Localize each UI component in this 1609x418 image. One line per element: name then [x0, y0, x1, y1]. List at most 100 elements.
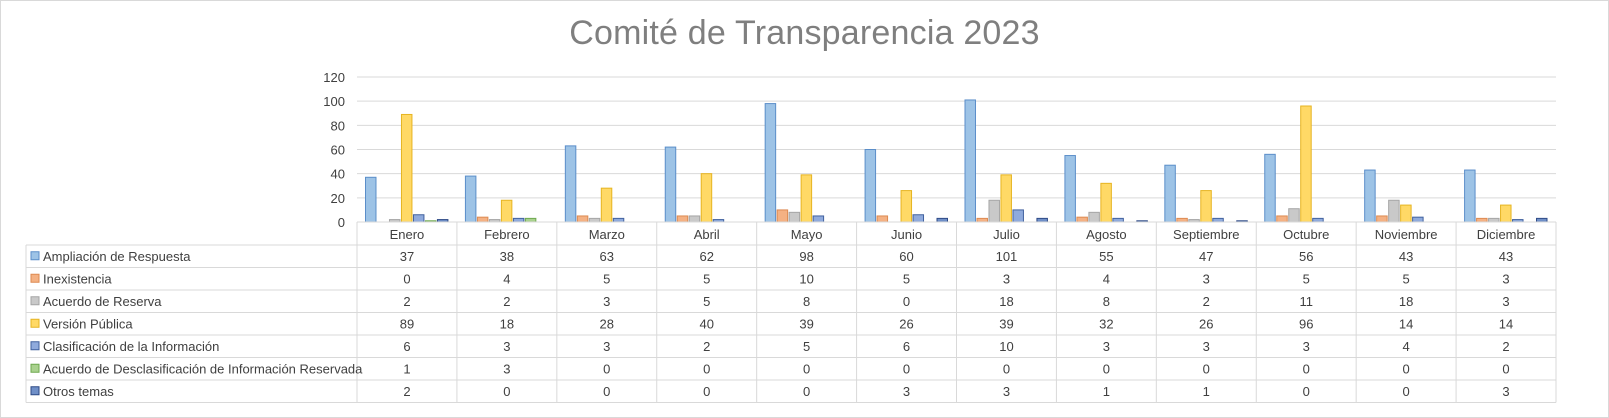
data-value: 3 — [603, 339, 610, 354]
data-value: 3 — [603, 294, 610, 309]
data-value: 3 — [1502, 294, 1509, 309]
bar — [1288, 208, 1300, 223]
data-value: 0 — [703, 384, 710, 399]
y-tick-label: 60 — [331, 143, 345, 158]
data-value: 47 — [1199, 249, 1213, 264]
bar — [1300, 105, 1312, 223]
category-label: Mayo — [791, 227, 823, 242]
data-value: 4 — [1103, 271, 1110, 286]
bar — [976, 217, 988, 223]
legend-key — [30, 341, 40, 351]
bar — [988, 199, 1000, 223]
data-value: 18 — [500, 316, 514, 331]
category-label: Febrero — [484, 227, 530, 242]
data-value: 3 — [903, 384, 910, 399]
data-value: 1 — [403, 361, 410, 376]
category-label: Abril — [694, 227, 720, 242]
bar — [1064, 155, 1076, 223]
series-name: Ampliación de Respuesta — [43, 249, 191, 264]
bar — [1100, 182, 1112, 223]
bar — [964, 99, 976, 223]
legend-key — [30, 386, 40, 396]
data-value: 55 — [1099, 249, 1113, 264]
series-name: Inexistencia — [43, 271, 112, 286]
data-value: 0 — [1303, 361, 1310, 376]
data-value: 3 — [1502, 271, 1509, 286]
data-value: 43 — [1399, 249, 1413, 264]
data-value: 4 — [1403, 339, 1410, 354]
bar — [576, 215, 589, 223]
data-value: 1 — [1203, 384, 1210, 399]
bar — [1312, 217, 1324, 223]
bar — [676, 215, 689, 223]
data-value: 11 — [1299, 294, 1313, 309]
data-value: 6 — [403, 339, 410, 354]
category-label: Julio — [993, 227, 1020, 242]
bar — [688, 215, 701, 223]
data-value: 5 — [903, 271, 910, 286]
bar — [1200, 190, 1212, 223]
data-value: 3 — [1003, 271, 1010, 286]
category-label: Octubre — [1283, 227, 1329, 242]
data-value: 98 — [799, 249, 813, 264]
data-value: 2 — [403, 294, 410, 309]
bar — [1388, 199, 1400, 223]
data-value: 37 — [400, 249, 414, 264]
data-value: 6 — [903, 339, 910, 354]
series-name: Otros temas — [43, 384, 114, 399]
data-value: 0 — [1502, 361, 1509, 376]
data-value: 62 — [699, 249, 713, 264]
bar — [776, 209, 789, 223]
data-value: 2 — [1502, 339, 1509, 354]
y-tick-label: 80 — [331, 118, 345, 133]
data-value: 38 — [500, 249, 514, 264]
data-value: 0 — [1103, 361, 1110, 376]
data-value: 3 — [503, 339, 510, 354]
bar — [512, 217, 525, 223]
data-value: 3 — [1103, 339, 1110, 354]
category-label: Marzo — [589, 227, 625, 242]
data-value: 101 — [996, 249, 1018, 264]
chart-title: Comité de Transparencia 2023 — [569, 14, 1040, 52]
y-tick-label: 40 — [331, 167, 345, 182]
legend-key — [30, 363, 40, 373]
bar — [1400, 204, 1412, 223]
data-value: 18 — [999, 294, 1013, 309]
data-value: 3 — [1003, 384, 1010, 399]
data-value: 0 — [603, 384, 610, 399]
data-value: 3 — [503, 361, 510, 376]
data-value: 0 — [903, 294, 910, 309]
data-value: 0 — [1403, 361, 1410, 376]
bar — [1088, 211, 1100, 223]
y-tick-label: 120 — [323, 70, 345, 85]
category-label: Septiembre — [1173, 227, 1239, 242]
bar — [400, 113, 413, 223]
bar — [900, 190, 913, 223]
bar — [1464, 169, 1476, 223]
data-value: 3 — [1502, 384, 1509, 399]
category-label: Enero — [390, 227, 425, 242]
category-label: Noviembre — [1375, 227, 1438, 242]
bar — [464, 175, 477, 223]
data-value: 26 — [1199, 316, 1213, 331]
data-value: 4 — [503, 271, 510, 286]
data-value: 0 — [1003, 361, 1010, 376]
bar — [876, 215, 889, 223]
bar — [936, 217, 948, 223]
bar — [1376, 215, 1388, 223]
bar — [1500, 204, 1512, 223]
bar — [1536, 217, 1548, 223]
bar — [912, 214, 925, 223]
data-value: 56 — [1299, 249, 1313, 264]
bar — [1000, 174, 1012, 223]
bar — [788, 211, 801, 223]
data-value: 5 — [1403, 271, 1410, 286]
data-value: 0 — [903, 361, 910, 376]
data-value: 3 — [1203, 271, 1210, 286]
bar — [1036, 217, 1048, 223]
bar — [365, 176, 377, 223]
bar — [564, 145, 577, 223]
legend-key — [30, 296, 40, 306]
data-value: 1 — [1103, 384, 1110, 399]
bar — [1364, 169, 1376, 223]
